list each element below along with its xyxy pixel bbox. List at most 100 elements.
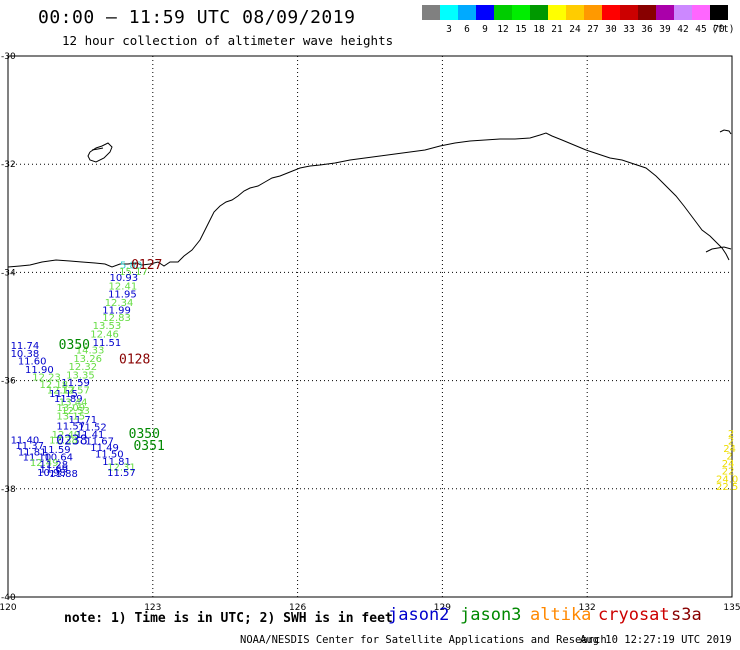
legend-swatch <box>710 5 728 20</box>
wave-height-label: 11.49 <box>90 443 119 454</box>
pass-time-label: 0350 <box>59 338 90 353</box>
wave-height-label: 11.71 <box>68 415 97 426</box>
satellite-name: jason2 <box>388 605 450 625</box>
legend-swatch <box>440 5 458 20</box>
wave-height-label: 11.88 <box>49 469 78 480</box>
wave-height-label: 12.32 <box>68 362 97 373</box>
pass-time-label: 0351 <box>133 439 164 454</box>
map-frame <box>7 55 733 598</box>
wave-height-label: 12.34 <box>105 298 134 309</box>
legend-swatch <box>656 5 674 20</box>
wave-height-label: 11.28 <box>40 460 69 471</box>
wave-height-label: 11.41 <box>76 430 105 441</box>
lat-tick-label: -34 <box>1 268 16 278</box>
wave-height-label: 13.44 <box>59 397 88 408</box>
legend-swatch <box>530 5 548 20</box>
wave-height-label: 12.49 <box>30 458 59 469</box>
wave-height-label: 2 <box>728 436 734 447</box>
pass-time-label: 0350 <box>129 427 160 442</box>
wave-height-label: 22 <box>722 467 735 478</box>
lat-tick-label: -30 <box>1 52 16 62</box>
lon-tick-label: 126 <box>289 603 306 613</box>
lon-tick-label: 123 <box>144 603 161 613</box>
wave-height-label: 2 <box>726 452 732 463</box>
wave-height-label: 10.98 <box>37 468 66 479</box>
wave-height-label: 11.57 <box>107 468 136 479</box>
wave-height-label: 11.69 <box>40 465 69 476</box>
wave-height-label: 12.18 <box>40 380 69 391</box>
wave-height-label: 11.57 <box>56 421 85 432</box>
legend-swatch-bar <box>422 5 728 20</box>
wave-height-label: 12.57 <box>61 386 90 397</box>
wave-height-label: 24 <box>722 459 735 470</box>
legend-label: 33 <box>623 24 635 35</box>
lat-tick-label: -32 <box>1 160 16 170</box>
wave-height-label: 11.89 <box>54 394 83 405</box>
wave-height-label: 12.38 <box>49 435 78 446</box>
wave-height-label: 11.10 <box>23 453 52 464</box>
wave-height-label: 22.5 <box>716 482 738 493</box>
legend-unit: (ft) <box>711 24 735 35</box>
wave-height-label: 13.09 <box>56 403 85 414</box>
satellite-name: cryosat <box>598 605 670 625</box>
legend-swatch <box>674 5 692 20</box>
legend-swatch <box>638 5 656 20</box>
wave-height-label: 11.59 <box>42 445 71 456</box>
legend-label: 39 <box>659 24 671 35</box>
legend-swatch <box>602 5 620 20</box>
wave-height-label: 12.49 <box>52 430 81 441</box>
coastline <box>7 132 730 268</box>
island-outline-inner <box>91 147 104 151</box>
wave-height-label: 12.17 <box>47 386 76 397</box>
wave-height-label: 11.51 <box>93 338 122 349</box>
map-title: 00:00 — 11:59 UTC 08/09/2019 <box>38 7 356 28</box>
legend-label: 45 <box>695 24 707 35</box>
legend-label: 36 <box>641 24 653 35</box>
wave-height-label: 11.52 <box>78 422 107 433</box>
lat-tick-label: -40 <box>1 593 16 603</box>
map-subtitle: 12 hour collection of altimeter wave hei… <box>62 33 394 48</box>
wave-height-label: 11.74 <box>11 341 40 352</box>
legend-swatch <box>566 5 584 20</box>
legend-label: 15 <box>515 24 527 35</box>
pass-time-label: 0128 <box>119 352 150 367</box>
wave-height-label: 13.35 <box>66 370 95 381</box>
credit-text: NOAA/NESDIS Center for Satellite Applica… <box>240 634 607 646</box>
legend-label: 21 <box>551 24 563 35</box>
legend-labels: 3 6 9 12 15 18 21 24 27 30 33 36 39 42 45 70 (ft) <box>422 24 734 36</box>
lat-tick-label: -36 <box>1 377 16 387</box>
wave-height-label: 12.46 <box>90 329 119 340</box>
coastline-east <box>705 246 732 253</box>
legend-label: 27 <box>587 24 599 35</box>
legend-label: 30 <box>605 24 617 35</box>
legend-label: 70 <box>713 24 725 35</box>
wave-height-label: 11.95 <box>108 289 137 300</box>
wave-height-label: 2 <box>728 429 734 440</box>
wave-height-label: 11.81 <box>102 457 131 468</box>
wave-height-label: 11.60 <box>18 356 47 367</box>
wave-height-label: 13.26 <box>73 354 102 365</box>
wave-height-label: 11.50 <box>95 449 124 460</box>
legend-label: 6 <box>464 24 470 35</box>
legend-swatch <box>584 5 602 20</box>
wave-height-label: 12.31 <box>107 462 136 473</box>
wave-height-label: 13.53 <box>93 321 122 332</box>
wave-height-label: 11.67 <box>85 436 114 447</box>
wave-height-label: 11.15 <box>49 389 78 400</box>
pass-time-label: 0238 <box>56 433 87 448</box>
legend-swatch <box>692 5 710 20</box>
wave-height-label: 10.93 <box>110 273 139 284</box>
legend-swatch <box>458 5 476 20</box>
wave-height-label: 12.53 <box>61 406 90 417</box>
wave-height-label: 24 <box>723 444 736 455</box>
wave-height-label: 5.80 <box>120 261 142 272</box>
wave-height-label: 11.37 <box>15 441 44 452</box>
wave-height-label: 13.15 <box>56 412 85 423</box>
wave-height-label: 12.23 <box>32 373 61 384</box>
wave-height-label: 12.83 <box>102 313 131 324</box>
legend-label: 3 <box>446 24 452 35</box>
satellite-name: jason3 <box>460 605 522 625</box>
legend-swatch <box>476 5 494 20</box>
legend-swatch <box>620 5 638 20</box>
